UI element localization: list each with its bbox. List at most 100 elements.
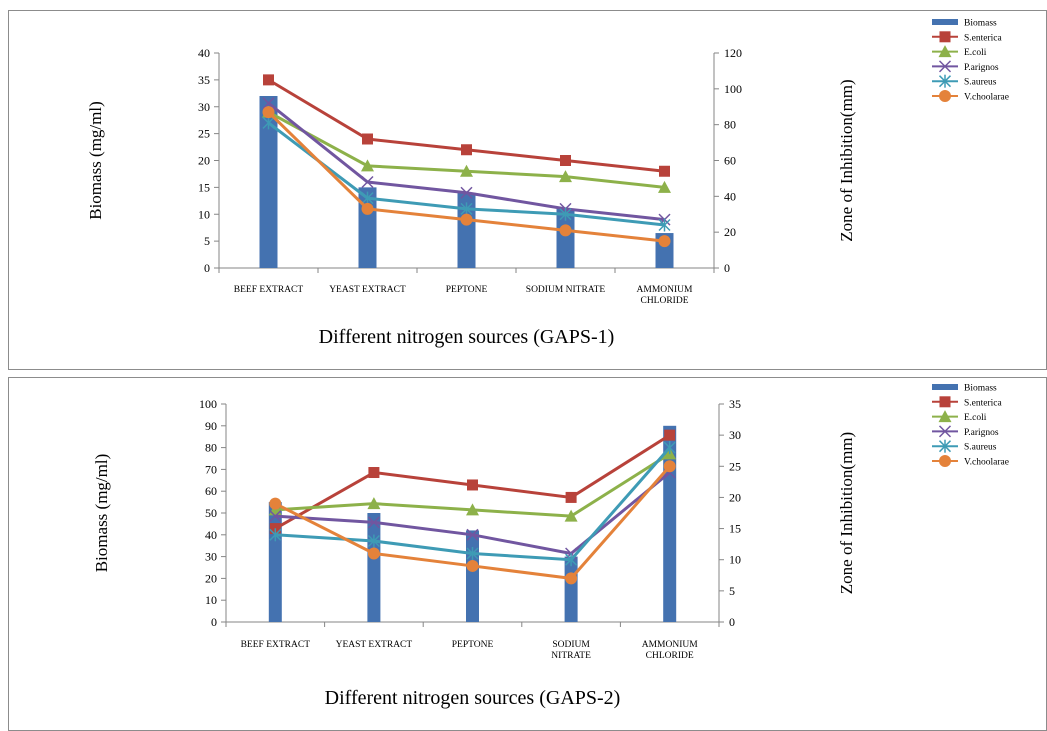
chart-panel-gaps-2: 0 10 20 30 40 50 60 70 80 90 100 0 5 10 15 20 25 30 35 BEEF… (8, 377, 1047, 731)
y2-tick-label: 20 (729, 490, 741, 504)
x-axis-title: Different nitrogen sources (GAPS-2) (325, 687, 621, 709)
legend-marker (938, 439, 952, 453)
y2-tick-label: 5 (729, 584, 735, 598)
series-point (460, 213, 473, 226)
series-point (361, 202, 374, 215)
y2-tick-label: 25 (729, 459, 741, 473)
series-point (658, 235, 671, 248)
series-point (461, 144, 472, 156)
y-tick-label: 30 (198, 100, 210, 114)
y-tick-label: 10 (198, 207, 210, 221)
bar-biomass (367, 513, 381, 622)
y-tick-label: 10 (205, 593, 217, 607)
y-tick-label: 90 (205, 419, 217, 433)
series-point (663, 460, 676, 473)
y2-axis-title: Zone of Inhibition(mm) (837, 432, 856, 594)
legend-label: V.choolarae (964, 93, 1009, 103)
y2-axis-title: Zone of Inhibition(mm) (837, 79, 856, 241)
series-point (565, 572, 578, 585)
y2-tick-label: 15 (729, 522, 741, 536)
series-point (269, 510, 282, 523)
series-point (559, 207, 572, 221)
y2-tick-label: 10 (729, 553, 741, 567)
legend-label: E.coli (964, 413, 987, 423)
series-point (560, 155, 571, 166)
legend-marker (938, 74, 952, 88)
legend-label: E.coli (964, 48, 987, 58)
x-category-label: AMMONIUM (642, 640, 699, 650)
y-tick-label: 60 (205, 484, 217, 498)
y-tick-label: 70 (205, 462, 217, 476)
y2-tick-label: 100 (724, 82, 742, 96)
x-category-label: PEPTONE (446, 285, 488, 295)
y-axis-title: Biomass (mg/ml) (86, 101, 105, 220)
x-category-label: PEPTONE (452, 640, 494, 650)
series-point (460, 164, 473, 177)
x-category-label: NITRATE (551, 651, 591, 661)
x-category-label: CHLORIDE (640, 296, 688, 306)
series-point (663, 441, 676, 455)
chart-gaps-1: 0 5 10 15 20 25 30 35 40 0 20 40 60 80 100 120 BEEF EXTR… (86, 19, 1009, 349)
series-point (659, 165, 670, 177)
series-point (262, 116, 275, 130)
legend-swatch-biomass (932, 384, 958, 390)
y-tick-label: 25 (198, 127, 210, 141)
legend-label: V.choolarae (964, 458, 1009, 468)
series-point (564, 509, 578, 522)
y-tick-label: 40 (198, 46, 210, 60)
series-point (362, 133, 373, 145)
y-tick-label: 50 (205, 506, 217, 520)
y-tick-label: 0 (211, 615, 217, 629)
series-point (466, 546, 479, 560)
x-category-label: YEAST EXTRACT (336, 640, 413, 650)
legend-label: P.arignos (964, 428, 999, 438)
x-category-label: SODIUM (552, 640, 590, 650)
y2-tick-label: 80 (724, 118, 736, 132)
series-point (269, 497, 282, 510)
legend-marker (938, 60, 952, 73)
legend-marker (938, 45, 952, 58)
legend-label: S.enterica (964, 33, 1003, 43)
legend-label: Biomass (964, 19, 997, 29)
x-category-label: BEEF EXTRACT (234, 285, 304, 295)
series-point (658, 218, 671, 232)
legend-marker (939, 90, 951, 102)
legend-label: S.aureus (964, 443, 997, 453)
legend-swatch-biomass (932, 19, 958, 25)
y-tick-label: 0 (204, 261, 210, 275)
series-point (367, 547, 380, 560)
x-category-label: AMMONIUM (637, 285, 694, 295)
y-tick-label: 35 (198, 73, 210, 87)
y2-tick-label: 30 (729, 428, 741, 442)
series-point (269, 528, 282, 542)
bar-biomass (457, 192, 476, 268)
y2-tick-label: 20 (724, 225, 736, 239)
bar-biomass (259, 96, 278, 268)
legend-label: S.aureus (964, 78, 997, 88)
series-point (565, 553, 578, 567)
series-point (262, 106, 275, 119)
series-point (460, 202, 473, 216)
y-tick-label: 100 (199, 397, 217, 411)
y2-tick-label: 60 (724, 154, 736, 168)
legend-label: S.enterica (964, 398, 1003, 408)
series-point (368, 467, 380, 479)
series-point (658, 180, 671, 193)
bar-biomass (466, 530, 479, 622)
y-tick-label: 30 (205, 550, 217, 564)
series-point (361, 175, 374, 189)
y-tick-label: 20 (198, 154, 210, 168)
bar-biomass (564, 556, 578, 622)
legend-marker (938, 425, 952, 438)
legend-marker (939, 455, 951, 467)
series-point (559, 170, 572, 183)
y2-tick-label: 0 (724, 261, 730, 275)
series-point (361, 191, 374, 205)
y-tick-label: 5 (204, 234, 210, 248)
series-point (367, 534, 380, 548)
series-point (367, 516, 380, 529)
series-point (559, 224, 572, 237)
chart-gaps-2: 0 10 20 30 40 50 60 70 80 90 100 0 5 10 15 20 25 30 35 BEEF… (92, 384, 1009, 710)
legend-marker (939, 396, 951, 408)
series-point (565, 491, 577, 503)
